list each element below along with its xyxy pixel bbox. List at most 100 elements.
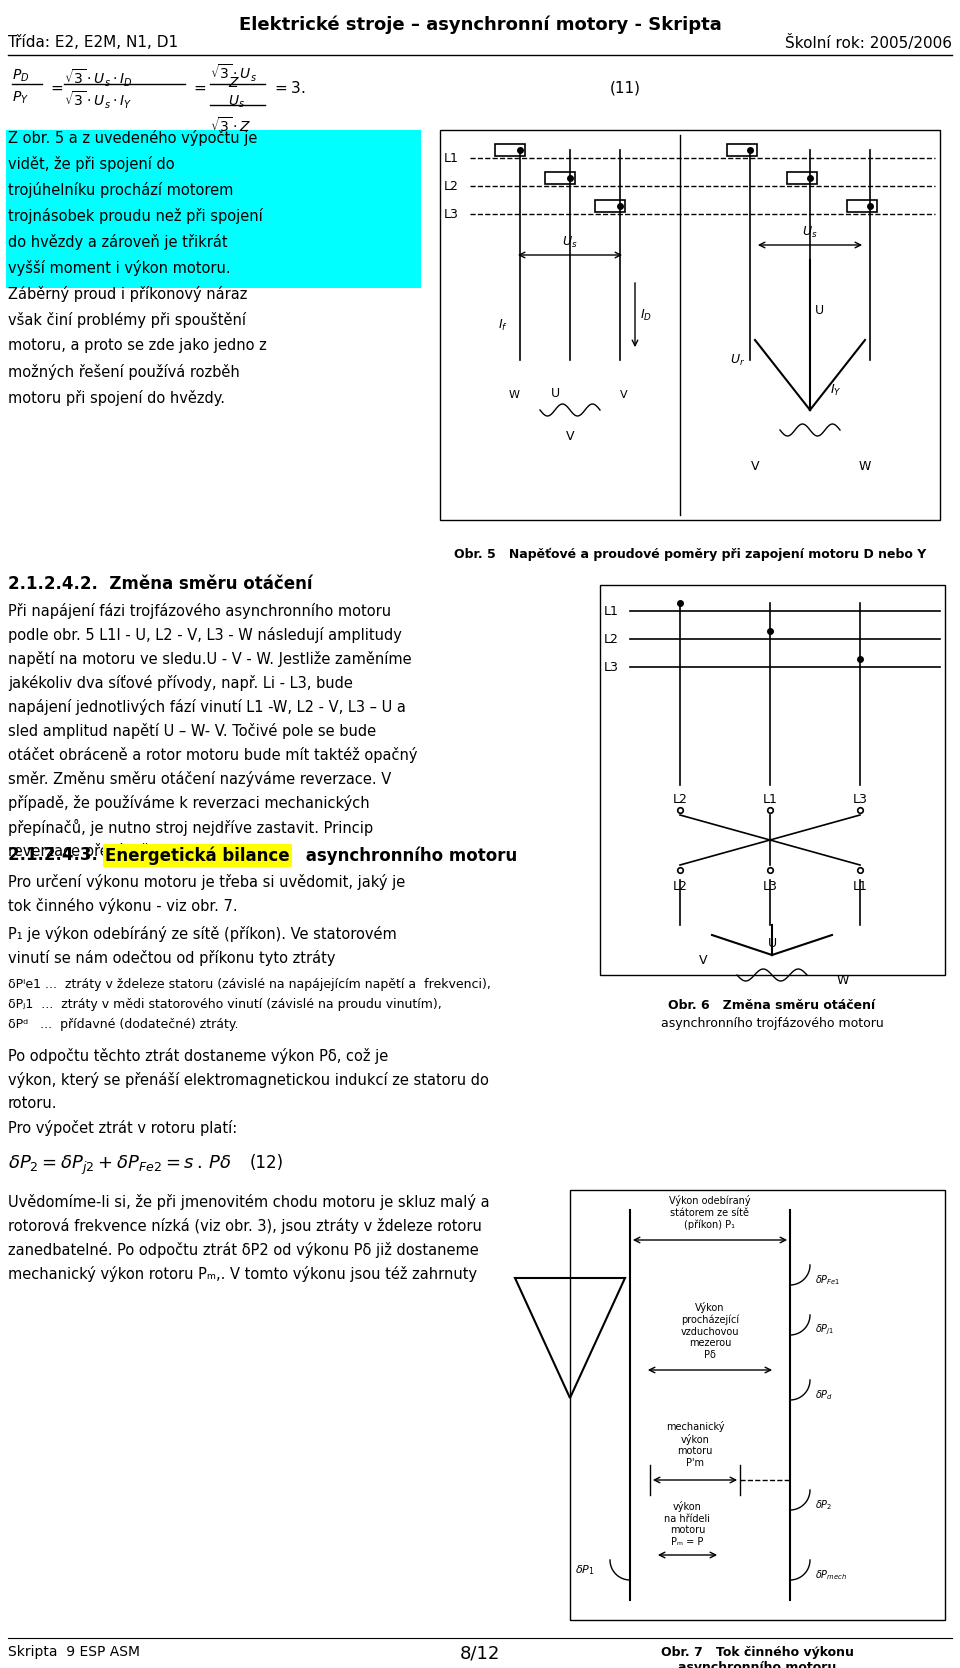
Text: L2: L2 bbox=[444, 180, 459, 192]
Text: V: V bbox=[565, 430, 574, 444]
Text: (12): (12) bbox=[250, 1154, 284, 1173]
Text: $=$: $=$ bbox=[48, 80, 64, 95]
Text: δPᴵe1 ...  ztráty v ždeleze statoru (závislé na napájejícím napětí a  frekvenci): δPᴵe1 ... ztráty v ždeleze statoru (závi… bbox=[8, 977, 491, 991]
Text: asynchronního trojfázového motoru: asynchronního trojfázového motoru bbox=[660, 1017, 883, 1031]
Text: Pro určení výkonu motoru je třeba si uvědomit, jaký je: Pro určení výkonu motoru je třeba si uvě… bbox=[8, 874, 405, 891]
Text: napájení jednotlivých fází vinutí L1 -W, L2 - V, L3 – U a: napájení jednotlivých fází vinutí L1 -W,… bbox=[8, 699, 406, 716]
Text: Energetická bilance: Energetická bilance bbox=[105, 846, 290, 864]
Bar bbox=[6, 260, 421, 289]
Text: otáčet obráceně a rotor motoru bude mít taktéž opačný: otáčet obráceně a rotor motoru bude mít … bbox=[8, 747, 418, 762]
Text: $\sqrt{3}\cdot U_s\cdot I_D$: $\sqrt{3}\cdot U_s\cdot I_D$ bbox=[64, 68, 132, 88]
Text: L1: L1 bbox=[762, 792, 778, 806]
Bar bbox=[6, 208, 421, 235]
Bar bbox=[6, 130, 421, 158]
Text: trojnásobek proudu než při spojení: trojnásobek proudu než při spojení bbox=[8, 208, 263, 224]
Text: $P_Y$: $P_Y$ bbox=[12, 90, 29, 107]
Text: Uvědomíme-li si, že při jmenovitém chodu motoru je skluz malý a: Uvědomíme-li si, že při jmenovitém chodu… bbox=[8, 1194, 490, 1209]
Text: $U_s$: $U_s$ bbox=[803, 225, 818, 240]
Bar bbox=[595, 200, 625, 212]
Text: trojúhelníku prochází motorem: trojúhelníku prochází motorem bbox=[8, 182, 233, 198]
Text: motoru při spojení do hvězdy.: motoru při spojení do hvězdy. bbox=[8, 390, 225, 405]
Text: $\delta P_{mech}$: $\delta P_{mech}$ bbox=[815, 1568, 848, 1581]
Text: asynchronního motoru: asynchronního motoru bbox=[300, 846, 517, 864]
Text: Obr. 6   Změna směru otáčení: Obr. 6 Změna směru otáčení bbox=[668, 999, 876, 1012]
Text: možných řešení používá rozběh: možných řešení používá rozběh bbox=[8, 364, 240, 380]
Text: $\delta P_{Fe1}$: $\delta P_{Fe1}$ bbox=[815, 1273, 841, 1288]
Text: $I_Y$: $I_Y$ bbox=[830, 382, 842, 397]
Text: $\delta P_2$: $\delta P_2$ bbox=[815, 1498, 832, 1511]
Text: L1: L1 bbox=[852, 881, 868, 892]
Text: $\delta P_2 = \delta P_{j2} + \delta P_{Fe2} = s\,.\,P\delta$: $\delta P_2 = \delta P_{j2} + \delta P_{… bbox=[8, 1154, 231, 1178]
Text: rotorová frekvence nízká (viz obr. 3), jsou ztráty v ždeleze rotoru: rotorová frekvence nízká (viz obr. 3), j… bbox=[8, 1218, 482, 1234]
Text: Při napájení fázi trojfázového asynchronního motoru: Při napájení fázi trojfázového asynchron… bbox=[8, 604, 391, 619]
Text: $U_r$: $U_r$ bbox=[730, 352, 745, 367]
Text: 2.1.2.4.3.: 2.1.2.4.3. bbox=[8, 846, 109, 864]
Text: L1: L1 bbox=[604, 604, 619, 617]
Text: 2.1.2.4.2.  Změna směru otáčení: 2.1.2.4.2. Změna směru otáčení bbox=[8, 575, 313, 594]
Text: U: U bbox=[767, 936, 777, 949]
Bar bbox=[787, 172, 817, 183]
Text: podle obr. 5 L1I - U, L2 - V, L3 - W následují amplitudy: podle obr. 5 L1I - U, L2 - V, L3 - W nás… bbox=[8, 627, 402, 642]
Text: rotoru.: rotoru. bbox=[8, 1096, 58, 1111]
Text: tok činného výkonu - viz obr. 7.: tok činného výkonu - viz obr. 7. bbox=[8, 897, 238, 914]
Bar bbox=[495, 143, 525, 157]
Text: P₁ je výkon odebíráný ze sítě (příkon). Ve statorovém: P₁ je výkon odebíráný ze sítě (příkon). … bbox=[8, 926, 396, 942]
Text: V: V bbox=[620, 390, 628, 400]
Text: napětí na motoru ve sledu.U - V - W. Jestliže zaměníme: napětí na motoru ve sledu.U - V - W. Jes… bbox=[8, 651, 412, 667]
Text: δPᵈ   ...  přídavné (dodatečné) ztráty.: δPᵈ ... přídavné (dodatečné) ztráty. bbox=[8, 1017, 238, 1031]
Text: L3: L3 bbox=[444, 207, 459, 220]
Text: Obr. 7   Tok činného výkonu
asynchronního motoru: Obr. 7 Tok činného výkonu asynchronního … bbox=[660, 1646, 853, 1668]
Text: $\sqrt{3}\cdot U_s$: $\sqrt{3}\cdot U_s$ bbox=[210, 63, 257, 83]
Bar bbox=[440, 130, 940, 520]
Text: L1: L1 bbox=[444, 152, 459, 165]
Text: směr. Změnu směru otáčení nazýváme reverzace. V: směr. Změnu směru otáčení nazýváme rever… bbox=[8, 771, 392, 787]
Text: Školní rok: 2005/2006: Školní rok: 2005/2006 bbox=[785, 35, 952, 52]
Text: $U_s$: $U_s$ bbox=[228, 93, 245, 110]
Bar bbox=[6, 234, 421, 262]
Text: motoru, a proto se zde jako jedno z: motoru, a proto se zde jako jedno z bbox=[8, 339, 267, 354]
Text: Elektrické stroje – asynchronní motory - Skripta: Elektrické stroje – asynchronní motory -… bbox=[239, 15, 721, 33]
Bar bbox=[6, 182, 421, 210]
Text: L3: L3 bbox=[852, 792, 868, 806]
Text: sled amplitud napětí U – W- V. Točivé pole se bude: sled amplitud napětí U – W- V. Točivé po… bbox=[8, 722, 376, 739]
Text: L2: L2 bbox=[604, 632, 619, 646]
Text: Po odpočtu těchto ztrát dostaneme výkon Pδ, což je: Po odpočtu těchto ztrát dostaneme výkon … bbox=[8, 1048, 388, 1064]
Text: L2: L2 bbox=[673, 792, 687, 806]
Text: vyšší moment i výkon motoru.: vyšší moment i výkon motoru. bbox=[8, 260, 230, 275]
Text: $U_s$: $U_s$ bbox=[563, 235, 578, 250]
Text: Z obr. 5 a z uvedeného výpočtu je: Z obr. 5 a z uvedeného výpočtu je bbox=[8, 130, 257, 147]
Bar bbox=[727, 143, 757, 157]
Text: Pro výpočet ztrát v rotoru platí:: Pro výpočet ztrát v rotoru platí: bbox=[8, 1119, 237, 1136]
Text: mechanický výkon rotoru Pₘ,. V tomto výkonu jsou též zahrnuty: mechanický výkon rotoru Pₘ,. V tomto výk… bbox=[8, 1266, 477, 1283]
Text: výkon, který se přenáší elektromagnetickou indukcí ze statoru do: výkon, který se přenáší elektromagnetick… bbox=[8, 1073, 489, 1088]
Text: Třída: E2, E2M, N1, D1: Třída: E2, E2M, N1, D1 bbox=[8, 35, 179, 50]
Text: W: W bbox=[837, 974, 850, 986]
Text: V: V bbox=[751, 460, 759, 474]
Text: výkon
na hřídeli
motoru
Pₘ = P: výkon na hřídeli motoru Pₘ = P bbox=[664, 1501, 710, 1546]
Text: (11): (11) bbox=[610, 80, 641, 95]
Text: reverzace přepínačem je na obr.6.: reverzace přepínačem je na obr.6. bbox=[8, 842, 259, 859]
Text: zanedbatelné. Po odpočtu ztrát δP2 od výkonu Pδ již dostaneme: zanedbatelné. Po odpočtu ztrát δP2 od vý… bbox=[8, 1243, 479, 1258]
Text: $\delta P_{j1}$: $\delta P_{j1}$ bbox=[815, 1323, 834, 1338]
Text: $\delta P_1$: $\delta P_1$ bbox=[575, 1563, 595, 1576]
Text: případě, že používáme k reverzaci mechanických: případě, že používáme k reverzaci mechan… bbox=[8, 796, 370, 811]
Text: Záběrný proud i příkonový náraz: Záběrný proud i příkonový náraz bbox=[8, 285, 248, 302]
Text: δPⱼ1  ...  ztráty v mědi statorového vinutí (závislé na proudu vinutím),: δPⱼ1 ... ztráty v mědi statorového vinut… bbox=[8, 997, 442, 1011]
Bar bbox=[847, 200, 877, 212]
Text: U: U bbox=[815, 304, 824, 317]
Text: vinutí se nám odečtou od příkonu tyto ztráty: vinutí se nám odečtou od příkonu tyto zt… bbox=[8, 951, 335, 966]
Bar bbox=[6, 157, 421, 183]
Text: W: W bbox=[509, 390, 520, 400]
Text: V: V bbox=[699, 954, 707, 966]
Text: $Z$: $Z$ bbox=[228, 77, 240, 90]
Text: jakékoliv dva síťové přívody, např. Li - L3, bude: jakékoliv dva síťové přívody, např. Li -… bbox=[8, 676, 353, 691]
Text: Skripta  9 ESP ASM: Skripta 9 ESP ASM bbox=[8, 1645, 140, 1660]
Text: $I_f$: $I_f$ bbox=[498, 317, 508, 332]
Text: U: U bbox=[550, 387, 560, 400]
Text: L2: L2 bbox=[673, 881, 687, 892]
Text: mechanický
výkon
motoru
P'm: mechanický výkon motoru P'm bbox=[665, 1421, 724, 1468]
Text: do hvězdy a zároveň je třikrát: do hvězdy a zároveň je třikrát bbox=[8, 234, 228, 250]
Text: $\sqrt{3}\cdot Z$: $\sqrt{3}\cdot Z$ bbox=[210, 117, 252, 135]
Text: $\delta P_d$: $\delta P_d$ bbox=[815, 1388, 833, 1401]
Text: Výkon
procházející
vzduchovou
mezerou
Pδ: Výkon procházející vzduchovou mezerou Pδ bbox=[681, 1303, 739, 1359]
